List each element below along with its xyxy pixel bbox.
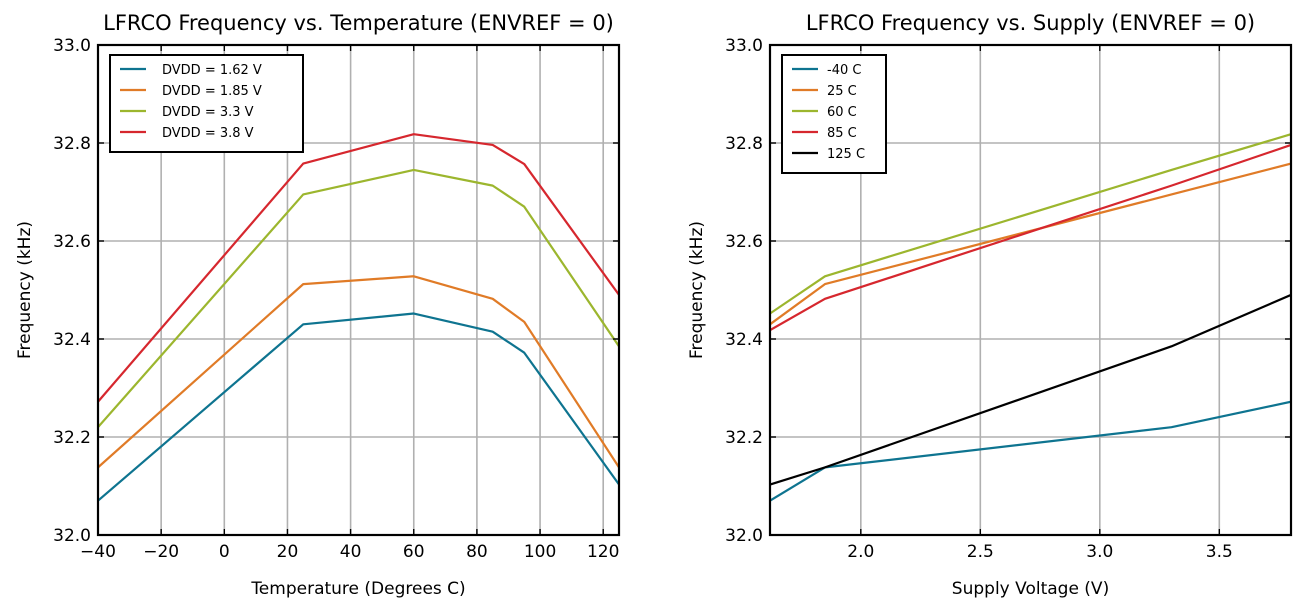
y-tick-label: 32.8: [53, 134, 91, 154]
legend: -40 C 25 C 60 C 85 C 125 C: [781, 54, 887, 174]
y-tick-label: 33.0: [53, 36, 91, 56]
series-line-0: [98, 312, 619, 502]
y-tick-label: 32.8: [725, 134, 763, 154]
series-line-3: [770, 143, 1291, 332]
legend-label: 60 C: [827, 105, 857, 120]
y-tick-label: 32.6: [53, 232, 91, 252]
y-tick-label: 32.4: [53, 330, 91, 350]
legend: DVDD = 1.62 V DVDD = 1.85 V DVDD = 3.3 V DV…: [109, 54, 304, 153]
y-tick-label: 33.0: [725, 36, 763, 56]
x-tick-label: 40: [340, 542, 362, 562]
series-line-2: [770, 133, 1291, 315]
y-tick-label: 32.2: [725, 428, 763, 448]
chart-title: LFRCO Frequency vs. Temperature (ENVREF …: [103, 11, 614, 35]
y-tick-label: 32.0: [53, 526, 91, 546]
x-tick-label: 3.5: [1206, 542, 1233, 562]
series-line-0: [770, 400, 1291, 502]
y-axis-label: Frequency (kHz): [687, 221, 707, 359]
x-axis-label: Supply Voltage (V): [952, 579, 1109, 599]
chart-temperature: −40 −20 0 20 40 60 80 100 120 32.0 32.2 32.4 32.6 32.…: [15, 11, 621, 599]
legend-label: -40 C: [827, 63, 861, 78]
x-tick-label: −40: [80, 542, 116, 562]
x-tick-label: 3.0: [1086, 542, 1113, 562]
legend-label: DVDD = 3.8 V: [162, 126, 254, 141]
legend-label: 125 C: [827, 147, 865, 162]
x-tick-label: 120: [587, 542, 619, 562]
legend-label: DVDD = 1.62 V: [162, 63, 262, 78]
y-tick-label: 32.2: [53, 428, 91, 448]
y-tick-label: 32.0: [725, 526, 763, 546]
legend-label: DVDD = 1.85 V: [162, 84, 262, 99]
plot-frame: [768, 43, 1293, 537]
x-tick-label: −20: [143, 542, 179, 562]
legend-label: 85 C: [827, 126, 857, 141]
series-line-2: [98, 168, 619, 428]
x-tick-label: 20: [277, 542, 299, 562]
series-group: [770, 133, 1291, 502]
series-line-1: [770, 162, 1291, 326]
x-tick-label: 80: [466, 542, 488, 562]
x-axis-label: Temperature (Degrees C): [250, 579, 465, 599]
x-tick-label: 60: [403, 542, 425, 562]
legend-label: DVDD = 3.3 V: [162, 105, 254, 120]
x-tick-label: 0: [219, 542, 230, 562]
y-axis-label: Frequency (kHz): [15, 221, 35, 359]
chart-supply: 2.0 2.5 3.0 3.5 32.0 32.2 32.4 32.6 32.8 33.0 LFRC…: [687, 11, 1293, 599]
plot-frame: [96, 43, 621, 537]
legend-label: 25 C: [827, 84, 857, 99]
x-tick-label: 2.0: [847, 542, 874, 562]
series-group: [98, 133, 619, 502]
y-tick-label: 32.6: [725, 232, 763, 252]
y-tick-label: 32.4: [725, 330, 763, 350]
x-tick-label: 2.5: [967, 542, 994, 562]
series-line-3: [98, 133, 619, 403]
x-tick-label: 100: [524, 542, 556, 562]
series-line-4: [770, 293, 1291, 486]
legend-box: [109, 54, 304, 153]
series-line-1: [98, 275, 619, 469]
chart-title: LFRCO Frequency vs. Supply (ENVREF = 0): [806, 11, 1255, 35]
